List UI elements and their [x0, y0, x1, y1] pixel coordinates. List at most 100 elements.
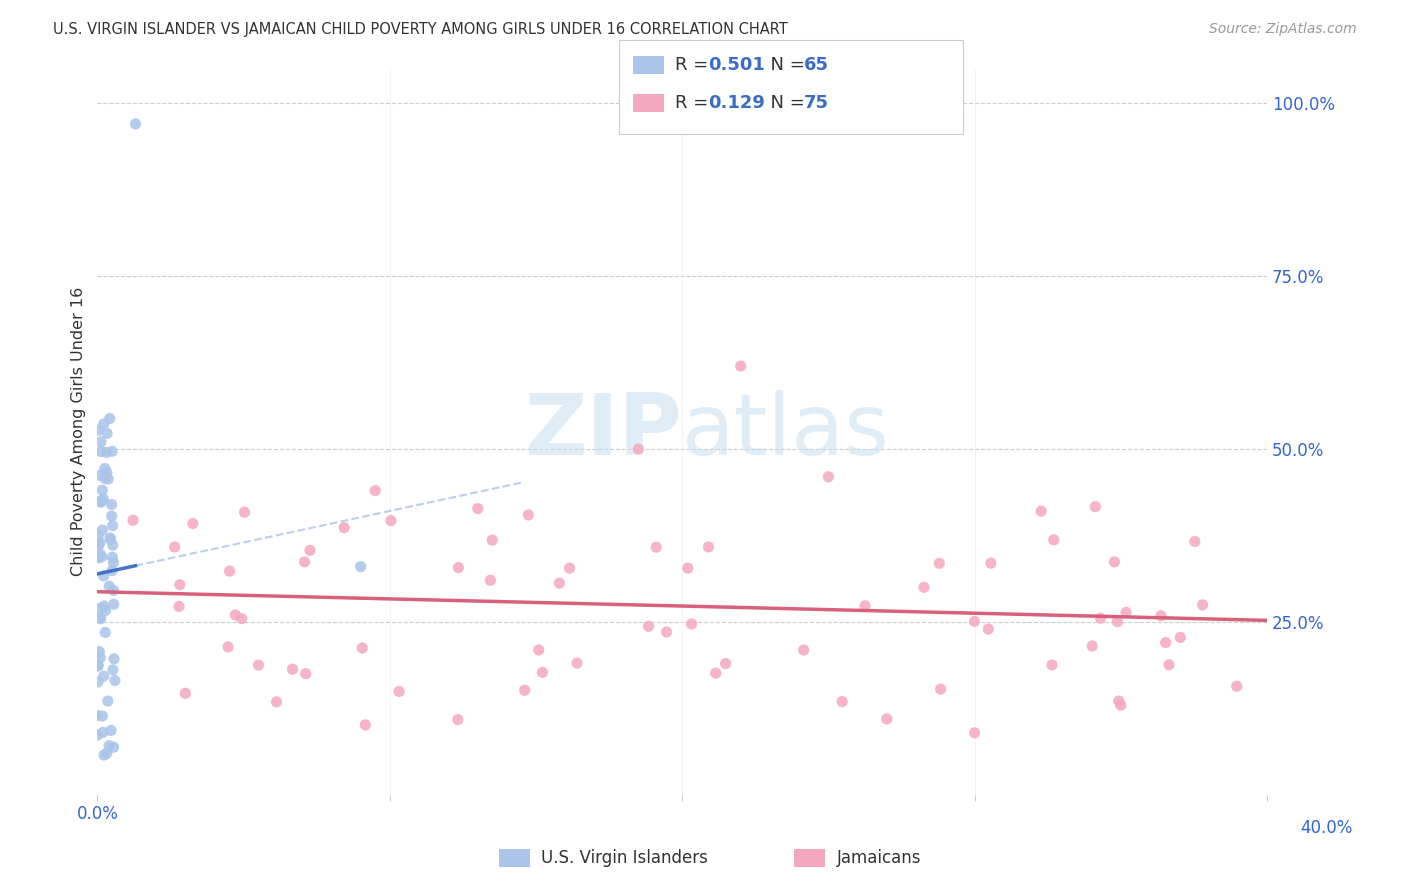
Point — [97, 694, 120, 708]
Point — [91, 483, 114, 498]
Point — [1104, 555, 1126, 569]
Point — [531, 665, 554, 680]
Point — [89, 548, 111, 562]
Point — [87, 529, 110, 543]
Point — [101, 518, 124, 533]
Point — [793, 643, 815, 657]
Point — [90, 444, 112, 458]
Point — [93, 669, 115, 683]
Point — [98, 411, 121, 425]
Point — [96, 426, 118, 441]
Point — [98, 739, 121, 753]
Point — [90, 612, 112, 626]
Point — [1084, 500, 1107, 514]
Text: 0.129: 0.129 — [709, 94, 765, 112]
Point — [352, 640, 374, 655]
Point — [94, 471, 117, 485]
Point — [93, 417, 115, 431]
Point — [87, 659, 110, 673]
Point — [86, 708, 108, 723]
Point — [89, 650, 111, 665]
Point — [1108, 694, 1130, 708]
Point — [627, 442, 650, 456]
Text: 75: 75 — [804, 94, 830, 112]
Point — [87, 675, 110, 690]
Point — [364, 483, 387, 498]
Point — [181, 516, 204, 531]
Point — [217, 640, 239, 654]
Point — [1226, 679, 1249, 693]
Point — [97, 472, 120, 486]
Point — [87, 658, 110, 673]
Y-axis label: Child Poverty Among Girls Under 16: Child Poverty Among Girls Under 16 — [72, 287, 86, 576]
Point — [87, 423, 110, 437]
Point — [103, 583, 125, 598]
Point — [817, 469, 839, 483]
Point — [89, 468, 111, 483]
Point — [89, 495, 111, 509]
Point — [100, 723, 122, 738]
Text: 40.0%: 40.0% — [1301, 819, 1353, 837]
Point — [90, 494, 112, 508]
Point — [929, 682, 952, 697]
Point — [91, 725, 114, 739]
Point — [912, 580, 935, 594]
Point — [977, 622, 1000, 636]
Point — [90, 494, 112, 508]
Point — [1107, 615, 1129, 629]
Point — [224, 607, 246, 622]
Point — [704, 666, 727, 681]
Text: U.S. VIRGIN ISLANDER VS JAMAICAN CHILD POVERTY AMONG GIRLS UNDER 16 CORRELATION : U.S. VIRGIN ISLANDER VS JAMAICAN CHILD P… — [53, 22, 789, 37]
Point — [167, 599, 190, 614]
Point — [527, 643, 550, 657]
Point — [281, 662, 304, 676]
Point — [174, 686, 197, 700]
Point — [637, 619, 659, 633]
Text: U.S. Virgin Islanders: U.S. Virgin Islanders — [541, 849, 709, 867]
Point — [963, 726, 986, 740]
Point — [513, 683, 536, 698]
Point — [1040, 658, 1063, 673]
Point — [89, 601, 111, 615]
Point — [294, 555, 316, 569]
Point — [100, 533, 122, 547]
Point — [295, 666, 318, 681]
Point — [122, 513, 145, 527]
Point — [218, 564, 240, 578]
Point — [1090, 611, 1112, 625]
Point — [93, 569, 115, 583]
Point — [714, 657, 737, 671]
Text: N =: N = — [759, 56, 811, 74]
Point — [124, 117, 146, 131]
Point — [1191, 598, 1213, 612]
Point — [980, 556, 1002, 570]
Point — [349, 559, 371, 574]
Point — [86, 728, 108, 742]
Point — [1154, 635, 1177, 649]
Point — [730, 359, 752, 373]
Point — [163, 540, 186, 554]
Point — [90, 434, 112, 449]
Point — [169, 578, 191, 592]
Point — [266, 695, 288, 709]
Point — [247, 658, 270, 673]
Point — [298, 543, 321, 558]
Point — [1115, 606, 1137, 620]
Point — [645, 540, 668, 554]
Point — [101, 663, 124, 677]
Point — [98, 531, 121, 545]
Point — [101, 550, 124, 565]
Point — [87, 550, 110, 565]
Point — [1150, 608, 1173, 623]
Point — [89, 610, 111, 624]
Point — [481, 533, 503, 548]
Point — [96, 445, 118, 459]
Point — [87, 539, 110, 553]
Point — [447, 713, 470, 727]
Point — [91, 523, 114, 537]
Point — [231, 611, 253, 625]
Point — [90, 549, 112, 564]
Point — [558, 561, 581, 575]
Point — [233, 505, 256, 519]
Point — [380, 514, 402, 528]
